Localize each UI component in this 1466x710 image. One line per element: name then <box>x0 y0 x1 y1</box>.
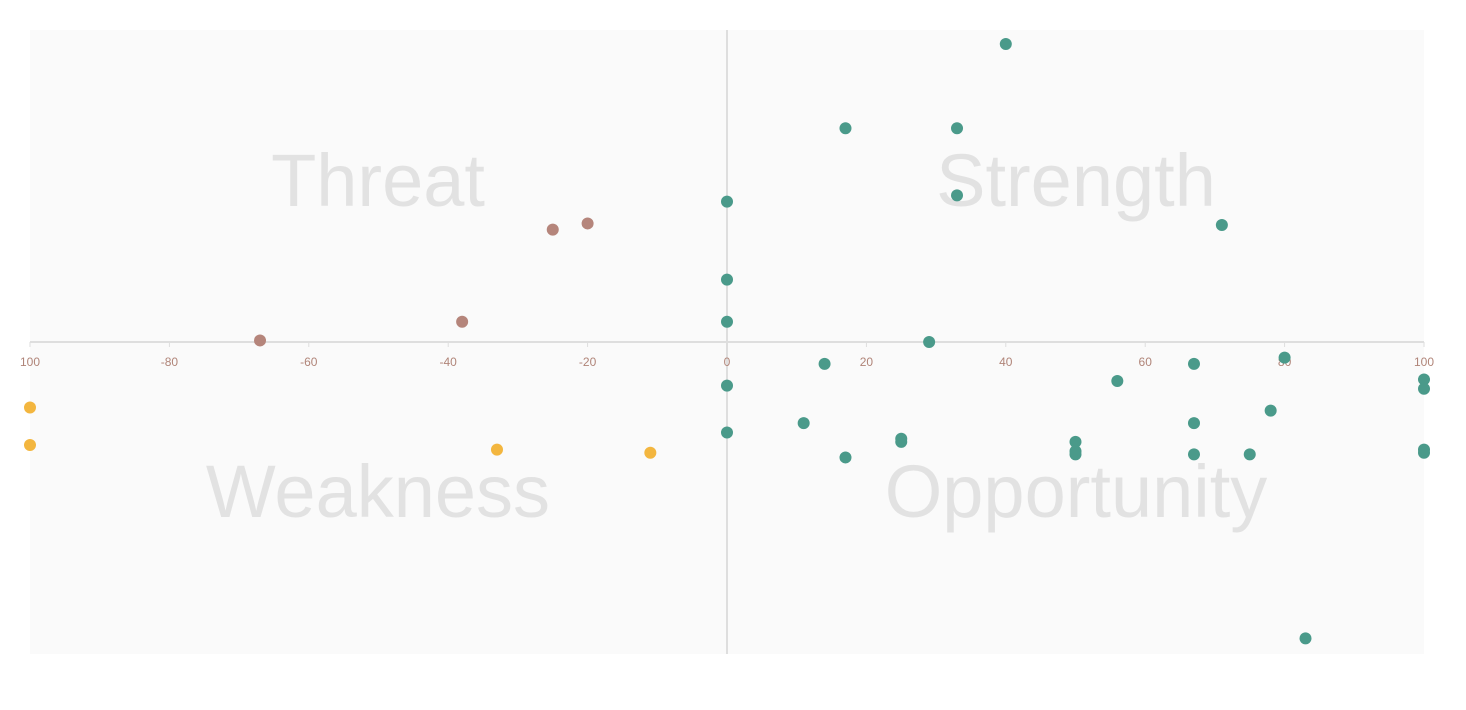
data-point-opportunity[interactable] <box>1264 404 1277 417</box>
data-point-opportunity[interactable] <box>818 357 831 370</box>
data-point-strength[interactable] <box>999 38 1012 51</box>
data-point-opportunity[interactable] <box>721 379 733 392</box>
data-point-threat[interactable] <box>546 223 559 236</box>
data-point-opportunity[interactable] <box>1243 448 1256 461</box>
data-point-weakness[interactable] <box>24 438 36 451</box>
data-point-threat[interactable] <box>254 334 267 347</box>
data-point-opportunity[interactable] <box>1299 632 1312 645</box>
x-tick-label: -40 <box>440 355 458 369</box>
data-point-opportunity[interactable] <box>1111 375 1124 387</box>
x-tick-label: 20 <box>860 355 874 369</box>
data-point-opportunity[interactable] <box>1187 417 1200 430</box>
data-point-strength[interactable] <box>721 195 733 208</box>
data-point-weakness[interactable] <box>490 443 503 456</box>
data-point-opportunity[interactable] <box>1069 448 1082 461</box>
data-point-strength[interactable] <box>721 273 733 286</box>
x-tick-label: 40 <box>999 355 1013 369</box>
data-point-opportunity[interactable] <box>797 417 810 430</box>
x-tick-label: 100 <box>1414 355 1434 369</box>
x-tick-label: 60 <box>1139 355 1153 369</box>
data-point-strength[interactable] <box>923 336 936 348</box>
data-point-threat[interactable] <box>456 315 469 328</box>
data-points <box>24 38 1430 645</box>
data-point-opportunity[interactable] <box>1187 357 1200 370</box>
data-point-opportunity[interactable] <box>1187 448 1200 461</box>
data-point-strength[interactable] <box>1215 219 1228 231</box>
quadrant-label-strength: Strength <box>936 139 1216 222</box>
data-point-opportunity[interactable] <box>895 435 908 448</box>
data-point-strength[interactable] <box>839 122 852 135</box>
data-point-threat[interactable] <box>581 217 594 230</box>
quadrant-label-threat: Threat <box>271 139 485 222</box>
x-tick-label: -80 <box>161 355 179 369</box>
x-tick-label: 100 <box>20 355 40 369</box>
data-point-weakness[interactable] <box>24 401 36 414</box>
data-point-weakness[interactable] <box>644 446 657 459</box>
x-tick-label: -20 <box>579 355 597 369</box>
quadrant-label-opportunity: Opportunity <box>885 450 1268 533</box>
data-point-opportunity[interactable] <box>1418 382 1430 395</box>
data-point-opportunity[interactable] <box>1418 373 1430 386</box>
data-point-opportunity[interactable] <box>1418 446 1430 459</box>
data-point-opportunity[interactable] <box>1069 435 1082 448</box>
data-point-opportunity[interactable] <box>839 451 852 464</box>
x-tick-label: -60 <box>300 355 318 369</box>
x-tick-label: 0 <box>724 355 731 369</box>
data-point-strength[interactable] <box>951 189 964 202</box>
data-point-strength[interactable] <box>951 122 964 135</box>
data-point-opportunity[interactable] <box>721 426 733 439</box>
quadrant-label-weakness: Weakness <box>206 450 550 533</box>
data-point-opportunity[interactable] <box>1278 351 1291 364</box>
data-point-strength[interactable] <box>721 315 733 328</box>
